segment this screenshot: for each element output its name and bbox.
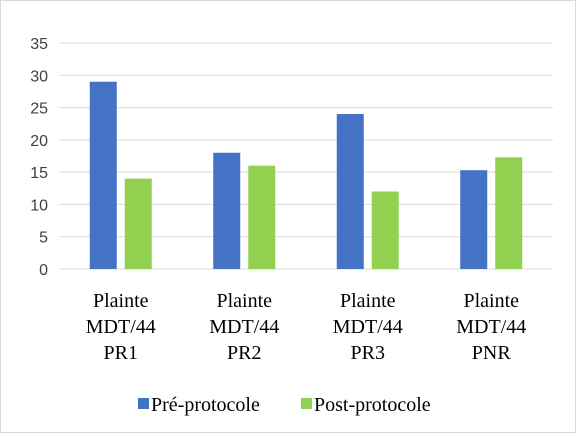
y-tick-label: 0 xyxy=(39,262,48,279)
legend-swatch-post xyxy=(301,398,312,409)
bar-post-2 xyxy=(248,165,276,269)
bars xyxy=(89,81,523,270)
x-category-label: PR2 xyxy=(227,342,261,364)
x-category-label: Plainte xyxy=(463,290,519,312)
x-category-label: Plainte xyxy=(93,290,149,312)
x-axis: Plainte MDT/44 PR1 Plainte MDT/44 PR2 Plainte M… xyxy=(86,290,527,364)
y-tick-label: 15 xyxy=(30,165,48,182)
bar-pre-4 xyxy=(460,170,488,269)
y-tick-label: 5 xyxy=(39,230,48,247)
y-tick-label: 10 xyxy=(30,197,48,214)
bar-pre-2 xyxy=(213,152,241,269)
legend: Pré-protocole Post-protocole xyxy=(138,394,431,416)
x-category-label: PR1 xyxy=(104,342,138,364)
x-category-label: PR3 xyxy=(351,342,385,364)
y-tick-label: 30 xyxy=(30,68,48,85)
bar-post-4 xyxy=(495,157,523,269)
x-category-label: MDT/44 xyxy=(333,316,403,338)
y-axis: 0 5 10 15 20 25 30 35 xyxy=(30,36,48,279)
legend-label-pre: Pré-protocole xyxy=(151,394,260,416)
y-tick-label: 20 xyxy=(30,133,48,150)
bar-pre-3 xyxy=(336,114,364,270)
y-tick-label: 25 xyxy=(30,101,48,118)
x-category-label: Plainte xyxy=(340,290,396,312)
x-category-label: Plainte xyxy=(216,290,272,312)
x-category-label: MDT/44 xyxy=(456,316,526,338)
x-category-label: MDT/44 xyxy=(209,316,279,338)
legend-label-post: Post-protocole xyxy=(314,394,431,416)
x-category-label: MDT/44 xyxy=(86,316,156,338)
x-category-label: PNR xyxy=(472,342,512,364)
bar-post-3 xyxy=(371,191,399,269)
bar-pre-1 xyxy=(89,81,117,269)
bar-post-1 xyxy=(124,178,152,269)
y-tick-label: 35 xyxy=(30,36,48,53)
legend-swatch-pre xyxy=(138,398,149,409)
